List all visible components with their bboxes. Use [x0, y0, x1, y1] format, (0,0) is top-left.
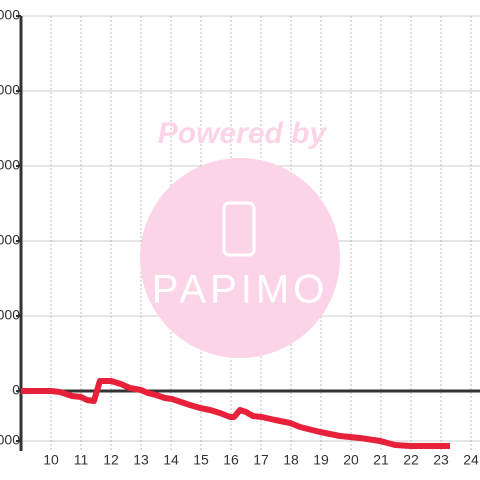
x-tick-label: 17 [253, 452, 269, 468]
x-tick-label: 14 [163, 452, 179, 468]
y-tick-label: 60,000 [0, 232, 20, 248]
x-tick-label: 24 [463, 452, 479, 468]
watermark-text: Powered by [158, 117, 328, 150]
x-tick-label: 23 [433, 452, 449, 468]
x-tick-label: 19 [313, 452, 329, 468]
x-tick-label: 13 [133, 452, 149, 468]
line [21, 378, 450, 449]
y-tick-label: -20,000 [0, 432, 20, 448]
y-tick-label: 0 [12, 382, 20, 398]
x-tick-label: 22 [403, 452, 419, 468]
y-tick-label: 150,000 [0, 7, 20, 23]
x-tick-label: 12 [103, 452, 119, 468]
x-tick-label: 16 [223, 452, 239, 468]
x-tick-label: 15 [193, 452, 209, 468]
x-tick-label: 10 [43, 452, 59, 468]
watermark-text: PAPIMO [152, 268, 329, 312]
x-tick-label: 11 [74, 452, 89, 468]
watermark-logo [140, 158, 340, 358]
y-tick-label: 30,000 [0, 307, 20, 323]
x-tick-label: 21 [373, 452, 389, 468]
watermark-icon [222, 201, 256, 257]
x-tick-label: 20 [343, 452, 359, 468]
y-tick-label: 90,000 [0, 157, 20, 173]
y-tick-label: 120,000 [0, 82, 20, 98]
x-tick-label: 18 [283, 452, 299, 468]
